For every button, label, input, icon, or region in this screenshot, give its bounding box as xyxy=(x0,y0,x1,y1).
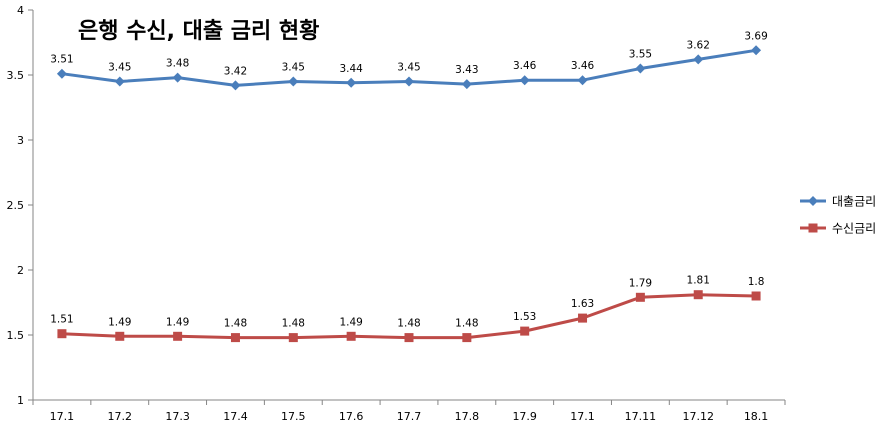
x-tick-label: 17.2 xyxy=(108,410,133,423)
data-label: 3.48 xyxy=(166,58,189,70)
y-tick-label: 1 xyxy=(17,394,24,407)
data-label: 3.44 xyxy=(339,63,363,75)
legend-entry-2: 수신금리 xyxy=(800,222,876,236)
data-label: 3.45 xyxy=(282,62,305,74)
x-tick-label: 17.1 xyxy=(50,410,75,423)
data-label: 1.8 xyxy=(748,276,765,288)
data-point-diamond xyxy=(230,80,241,91)
x-tick-label: 17.3 xyxy=(165,410,190,423)
data-point-diamond xyxy=(346,77,357,88)
chart-axes: 1 1.5 2 2.5 3 3.5 4 17.1 17.2 17.3 17.4 17.5 17.6 17.… xyxy=(7,4,786,423)
data-label: 1.53 xyxy=(513,311,536,323)
data-label: 1.49 xyxy=(339,316,362,328)
data-point-square xyxy=(173,331,183,341)
data-point-square xyxy=(404,333,414,343)
data-label: 3.45 xyxy=(108,62,131,74)
series-1: 3.51 3.45 3.48 3.42 3.45 3.44 3.45 3.43 3.46 3.46… xyxy=(50,30,768,91)
x-tick-label: 18.1 xyxy=(744,410,769,423)
x-tick-label: 17.8 xyxy=(455,410,480,423)
x-tick-label: 17.6 xyxy=(339,410,364,423)
x-tick-label: 17.5 xyxy=(281,410,306,423)
y-tick-label: 2 xyxy=(17,264,24,277)
data-label: 3.46 xyxy=(571,60,595,72)
data-point-diamond xyxy=(461,79,472,90)
x-tick-label: 17.11 xyxy=(625,410,657,423)
data-point-diamond xyxy=(693,54,704,65)
data-label: 3.42 xyxy=(224,65,247,77)
series-2: 1.51 1.49 1.49 1.48 1.48 1.49 1.48 1.48 1.53 1.63… xyxy=(50,275,765,343)
data-point-diamond xyxy=(577,75,588,86)
data-point-square xyxy=(57,329,67,339)
data-point-square xyxy=(751,291,761,301)
x-tick-label: 17.4 xyxy=(223,410,248,423)
data-point-square xyxy=(635,292,645,302)
data-point-square xyxy=(115,331,125,341)
y-tick-label: 3.5 xyxy=(7,69,25,82)
legend-label: 대출금리 xyxy=(832,195,876,209)
x-tick-label: 17.12 xyxy=(682,410,714,423)
data-point-square xyxy=(346,331,356,341)
data-label: 1.48 xyxy=(455,318,478,330)
data-label: 1.48 xyxy=(397,318,420,330)
legend-marker-square xyxy=(808,223,818,233)
data-point-diamond xyxy=(404,76,414,87)
data-label: 3.51 xyxy=(50,54,73,66)
y-tick-label: 3 xyxy=(17,134,24,147)
data-label: 1.81 xyxy=(687,275,710,287)
legend-entry-1: 대출금리 xyxy=(800,195,876,209)
data-point-diamond xyxy=(519,75,530,86)
x-tick-label: 17.7 xyxy=(397,410,422,423)
x-tick-label: 17.9 xyxy=(512,410,537,423)
data-point-square xyxy=(520,326,530,336)
legend-label: 수신금리 xyxy=(832,222,876,236)
data-point-square xyxy=(578,313,588,323)
data-point-diamond xyxy=(288,76,299,87)
chart-title: 은행 수신, 대출 금리 현황 xyxy=(78,19,319,44)
data-point-square xyxy=(462,333,472,343)
data-label: 3.43 xyxy=(455,64,478,76)
x-tick-label: 17.1 xyxy=(570,410,595,423)
data-label: 3.46 xyxy=(513,60,537,72)
data-label: 1.48 xyxy=(224,318,247,330)
data-label: 1.51 xyxy=(50,314,73,326)
data-point-diamond xyxy=(751,45,762,56)
data-point-diamond xyxy=(635,63,646,74)
data-point-diamond xyxy=(114,76,125,87)
data-point-square xyxy=(693,290,703,300)
data-point-square xyxy=(288,333,298,343)
data-label: 3.55 xyxy=(629,49,652,61)
data-label: 1.49 xyxy=(166,316,189,328)
series-layer: 3.51 3.45 3.48 3.42 3.45 3.44 3.45 3.43 3.46 3.46… xyxy=(50,30,768,343)
data-label: 1.63 xyxy=(571,298,594,310)
y-tick-label: 1.5 xyxy=(7,329,25,342)
data-point-square xyxy=(230,333,240,343)
data-point-diamond xyxy=(56,68,67,79)
data-label: 1.49 xyxy=(108,316,131,328)
data-label: 1.48 xyxy=(282,318,305,330)
y-tick-label: 2.5 xyxy=(7,199,25,212)
data-label: 1.79 xyxy=(629,277,652,289)
data-label: 3.62 xyxy=(687,39,710,51)
y-tick-label: 4 xyxy=(17,4,24,17)
data-point-diamond xyxy=(172,72,183,83)
legend-marker-diamond xyxy=(808,196,818,206)
data-label: 3.69 xyxy=(744,30,767,42)
data-label: 3.45 xyxy=(397,62,420,74)
